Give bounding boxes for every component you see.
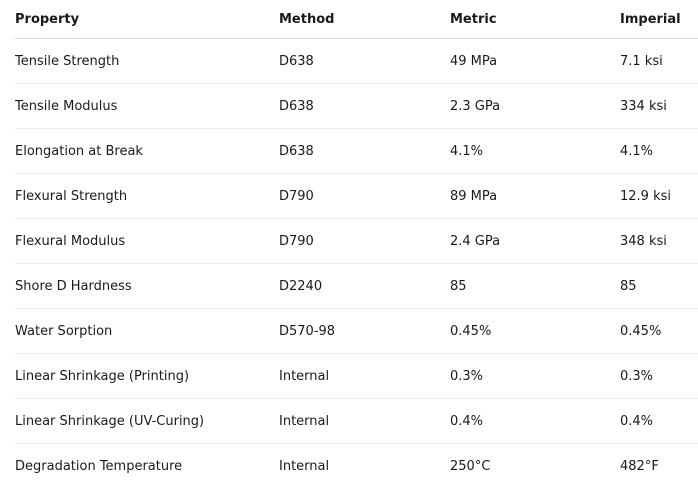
header-row: Property Method Metric Imperial	[15, 0, 698, 39]
header-imperial: Imperial	[620, 0, 698, 39]
cell-method: D638	[279, 38, 450, 84]
cell-method: D638	[279, 83, 450, 129]
table-row: Tensile Strength D638 49 MPa 7.1 ksi	[15, 38, 698, 84]
cell-property: Flexural Strength	[15, 173, 279, 219]
cell-imperial: 85	[620, 263, 698, 309]
cell-method: D638	[279, 128, 450, 174]
cell-imperial: 348 ksi	[620, 218, 698, 264]
header-metric: Metric	[450, 0, 620, 39]
cell-method: D790	[279, 218, 450, 264]
cell-metric: 4.1%	[450, 128, 620, 174]
cell-property: Tensile Modulus	[15, 83, 279, 129]
cell-property: Shore D Hardness	[15, 263, 279, 309]
cell-imperial: 7.1 ksi	[620, 38, 698, 84]
table-row: Linear Shrinkage (Printing) Internal 0.3% 0…	[15, 353, 698, 399]
cell-method: Internal	[279, 398, 450, 444]
cell-method: D790	[279, 173, 450, 219]
cell-metric: 85	[450, 263, 620, 309]
table-row: Degradation Temperature Internal 250°C 482°…	[15, 444, 698, 489]
cell-metric: 0.4%	[450, 398, 620, 444]
cell-imperial: 0.3%	[620, 353, 698, 399]
cell-metric: 0.45%	[450, 308, 620, 354]
cell-property: Linear Shrinkage (Printing)	[15, 353, 279, 399]
table-row: Shore D Hardness D2240 85 85	[15, 263, 698, 309]
properties-table: Property Method Metric Imperial Tensile …	[15, 0, 698, 488]
cell-imperial: 4.1%	[620, 128, 698, 174]
cell-imperial: 0.4%	[620, 398, 698, 444]
table-row: Water Sorption D570-98 0.45% 0.45%	[15, 308, 698, 354]
cell-property: Elongation at Break	[15, 128, 279, 174]
cell-imperial: 334 ksi	[620, 83, 698, 129]
table-row: Flexural Modulus D790 2.4 GPa 348 ksi	[15, 218, 698, 264]
cell-metric: 49 MPa	[450, 38, 620, 84]
cell-property: Tensile Strength	[15, 38, 279, 84]
cell-property: Flexural Modulus	[15, 218, 279, 264]
cell-method: Internal	[279, 353, 450, 399]
cell-metric: 2.4 GPa	[450, 218, 620, 264]
cell-imperial: 0.45%	[620, 308, 698, 354]
cell-property: Degradation Temperature	[15, 458, 183, 474]
table-row: Linear Shrinkage (UV-Curing) Internal 0.4%…	[15, 398, 698, 444]
cell-metric: 89 MPa	[450, 173, 620, 219]
cell-metric: 2.3 GPa	[450, 83, 620, 129]
header-method: Method	[279, 0, 450, 39]
cell-method: D570-98	[279, 308, 450, 354]
table-row: Tensile Modulus D638 2.3 GPa 334 ksi	[15, 83, 698, 129]
table-row: Flexural Strength D790 89 MPa 12.9 ksi	[15, 173, 698, 219]
cell-property: Water Sorption	[15, 308, 279, 354]
cell-imperial: 12.9 ksi	[620, 173, 698, 219]
cell-imperial: 482°F	[620, 458, 659, 474]
cell-property: Linear Shrinkage (UV-Curing)	[15, 398, 279, 444]
cell-metric: 250°C	[450, 458, 491, 474]
cell-method: D2240	[279, 263, 450, 309]
header-property: Property	[15, 0, 279, 39]
table-row: Elongation at Break D638 4.1% 4.1%	[15, 128, 698, 174]
cell-metric: 0.3%	[450, 353, 620, 399]
cell-method: Internal	[279, 458, 330, 474]
